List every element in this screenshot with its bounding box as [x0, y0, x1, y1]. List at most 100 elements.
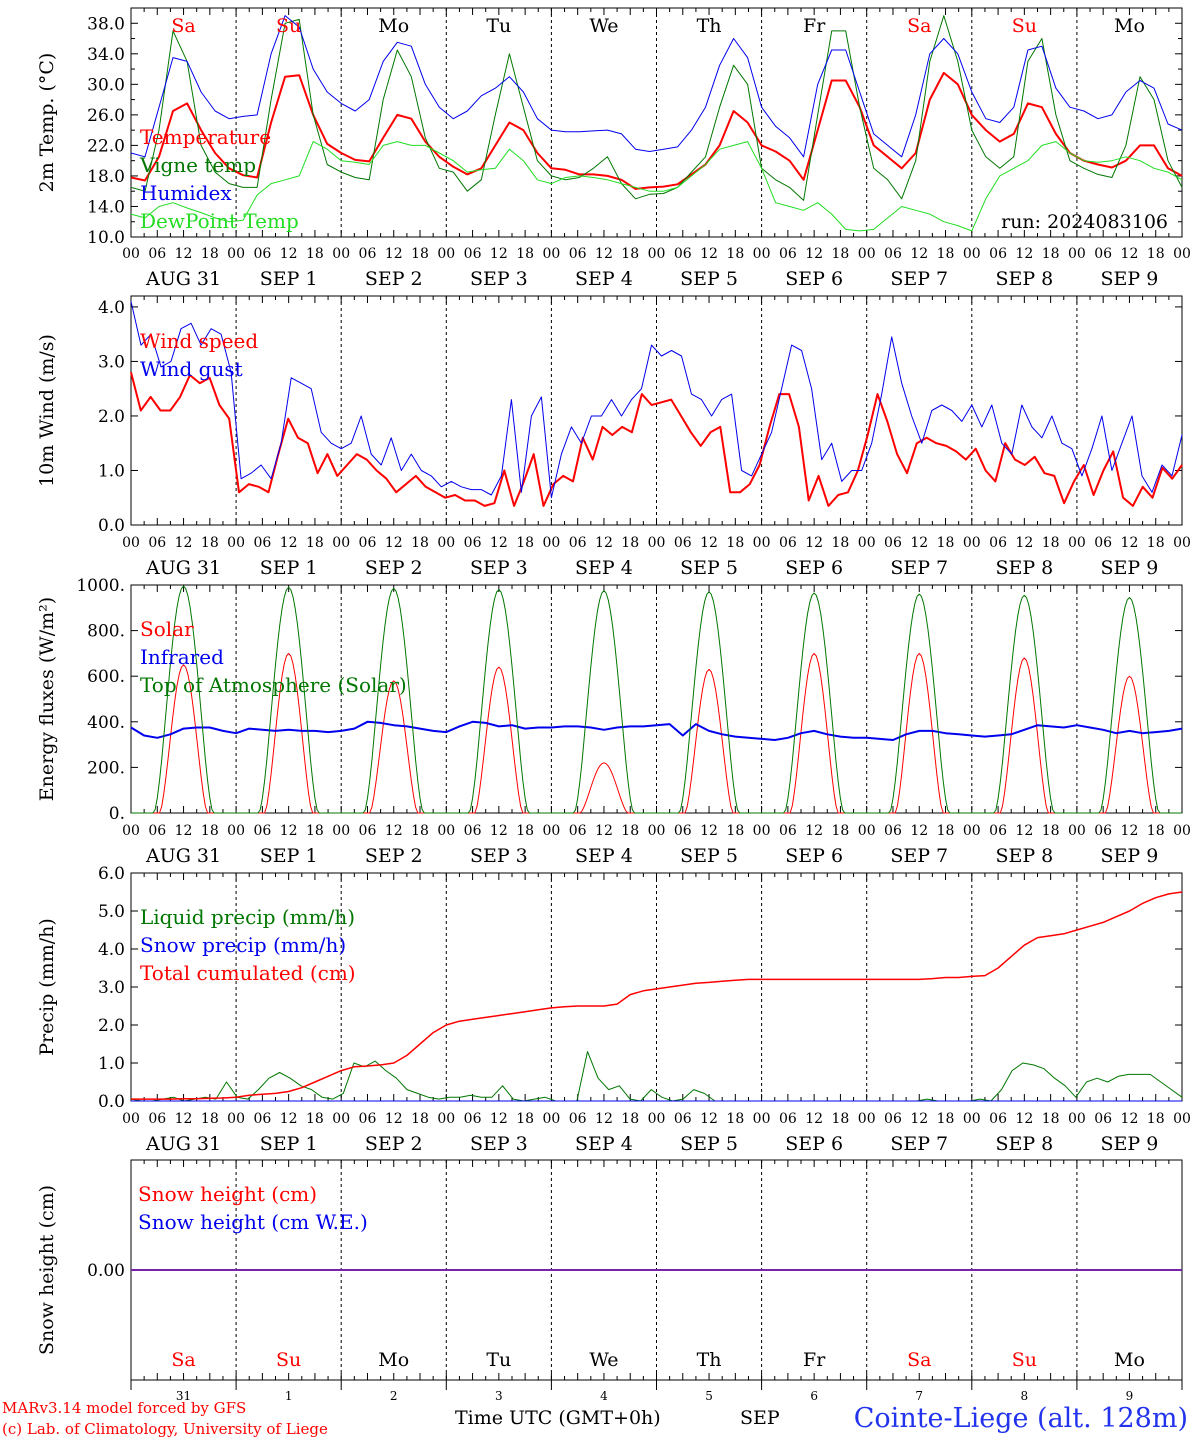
legend-entry: Wind gust	[140, 357, 243, 381]
hour-tick-label: 18	[937, 1111, 955, 1127]
hour-tick-label: 18	[516, 535, 534, 551]
hour-tick-label: 18	[411, 246, 429, 262]
hour-tick-label: 18	[1147, 535, 1165, 551]
hour-tick-label: 12	[385, 246, 403, 262]
date-label: SEP 9	[1101, 268, 1159, 290]
legend-entry: Wind speed	[140, 329, 258, 353]
hour-tick-label: 12	[595, 1111, 613, 1127]
hour-tick-label: 00	[753, 823, 771, 839]
hour-tick-label: 06	[464, 823, 482, 839]
hour-tick-label: 12	[280, 823, 298, 839]
hour-tick-label: 12	[175, 1111, 193, 1127]
hour-tick-label: 06	[253, 823, 271, 839]
hour-tick-label: 00	[437, 246, 455, 262]
hour-tick-label: 18	[832, 246, 850, 262]
weekday-label: Su	[276, 1349, 301, 1371]
hour-tick-label: 06	[359, 1111, 377, 1127]
series-temperature-1	[130, 15, 1183, 201]
y-tick-label: 800.	[87, 622, 125, 642]
hour-tick-label: 06	[779, 1111, 797, 1127]
hour-tick-label: 12	[910, 535, 928, 551]
date-label: SEP 5	[680, 268, 738, 290]
hour-tick-label: 18	[306, 246, 324, 262]
hour-tick-label: 18	[201, 535, 219, 551]
panel-temperature: 10.0 14.0 18.0 22.0 26.0 30.0 34.0 38.0 2m Temp.…	[36, 7, 1191, 290]
panel-precip: 0.0 1.0 2.0 3.0 4.0 5.0 6.0 Precip (mm/h) Liquid…	[36, 864, 1191, 1155]
date-label: SEP 7	[890, 557, 948, 579]
hour-tick-label: 18	[411, 823, 429, 839]
hour-tick-label: 00	[858, 1111, 876, 1127]
hour-tick-label: 00	[858, 535, 876, 551]
weekday-label: Fr	[803, 15, 826, 37]
y-tick-label: 26.0	[87, 106, 125, 126]
weekday-label: Mo	[1114, 1349, 1145, 1371]
hour-tick-label: 06	[674, 535, 692, 551]
date-label: SEP 5	[680, 1133, 738, 1155]
weekday-label: Tu	[486, 1349, 511, 1371]
date-label: SEP 3	[470, 845, 528, 867]
hour-tick-label: 06	[569, 535, 587, 551]
hour-tick-label: 12	[700, 823, 718, 839]
y-tick-label: 4.0	[98, 298, 125, 318]
hour-tick-label: 12	[1015, 246, 1033, 262]
hour-tick-label: 12	[1015, 1111, 1033, 1127]
hour-tick-label: 12	[700, 246, 718, 262]
station-name: Cointe-Liege (alt. 128m)	[854, 1403, 1188, 1434]
hour-tick-label: 18	[516, 246, 534, 262]
y-tick-label: 30.0	[87, 75, 125, 95]
hour-tick-label: 18	[306, 1111, 324, 1127]
weekday-label: We	[589, 1349, 618, 1371]
date-label: AUG 31	[145, 557, 221, 579]
legend-entry: Temperature	[140, 125, 271, 149]
series-precip-0	[130, 1051, 1183, 1102]
hour-tick-label: 12	[1015, 823, 1033, 839]
run-annotation: run: 2024083106	[1001, 211, 1168, 233]
weekday-label: Sa	[907, 15, 931, 37]
y-tick-label: 14.0	[87, 197, 125, 217]
day-number-label: 5	[705, 1389, 713, 1403]
y-tick-label: 3.0	[98, 978, 125, 998]
legend-entry: Snow height (cm W.E.)	[138, 1210, 368, 1234]
hour-tick-label: 18	[832, 823, 850, 839]
hour-tick-label: 12	[1121, 246, 1139, 262]
hour-tick-label: 06	[674, 823, 692, 839]
hour-tick-label: 18	[832, 1111, 850, 1127]
date-label: SEP 4	[575, 845, 633, 867]
series-energy-2	[131, 585, 1182, 814]
time-axis-label: Time UTC (GMT+0h)	[455, 1407, 661, 1429]
hour-tick-label: 06	[1094, 823, 1112, 839]
hour-tick-label: 00	[122, 1111, 140, 1127]
hour-tick-label: 00	[1173, 823, 1191, 839]
y-tick-label: 0.	[109, 804, 125, 824]
date-label: AUG 31	[145, 1133, 221, 1155]
date-label: SEP 7	[890, 1133, 948, 1155]
date-label: SEP 6	[785, 268, 843, 290]
legend-entry: Snow height (cm)	[138, 1182, 317, 1206]
weekday-label: Sa	[171, 1349, 195, 1371]
series-wind-1	[130, 301, 1183, 499]
y-tick-label: 3.0	[98, 352, 125, 372]
weekday-label: Th	[697, 1349, 722, 1371]
hour-tick-label: 06	[359, 823, 377, 839]
date-label: SEP 6	[785, 557, 843, 579]
day-number-label: 1	[285, 1389, 293, 1403]
hour-tick-label: 18	[201, 823, 219, 839]
y-axis-label: Precip (mm/h)	[36, 918, 58, 1056]
hour-tick-label: 18	[726, 246, 744, 262]
hour-tick-label: 00	[648, 246, 666, 262]
y-tick-label: 200.	[87, 758, 125, 778]
hour-tick-label: 12	[910, 823, 928, 839]
date-label: SEP 5	[680, 845, 738, 867]
hour-tick-label: 12	[490, 823, 508, 839]
hour-tick-label: 18	[306, 823, 324, 839]
hour-tick-label: 06	[1094, 535, 1112, 551]
hour-tick-label: 18	[832, 535, 850, 551]
weekday-label: Mo	[1114, 15, 1145, 37]
hour-tick-label: 12	[595, 535, 613, 551]
hour-tick-label: 06	[779, 535, 797, 551]
hour-tick-label: 00	[1068, 535, 1086, 551]
day-number-label: 31	[176, 1389, 191, 1403]
footer: MARv3.14 model forced by GFS (c) Lab. of…	[2, 1399, 1188, 1438]
hour-tick-label: 12	[175, 246, 193, 262]
